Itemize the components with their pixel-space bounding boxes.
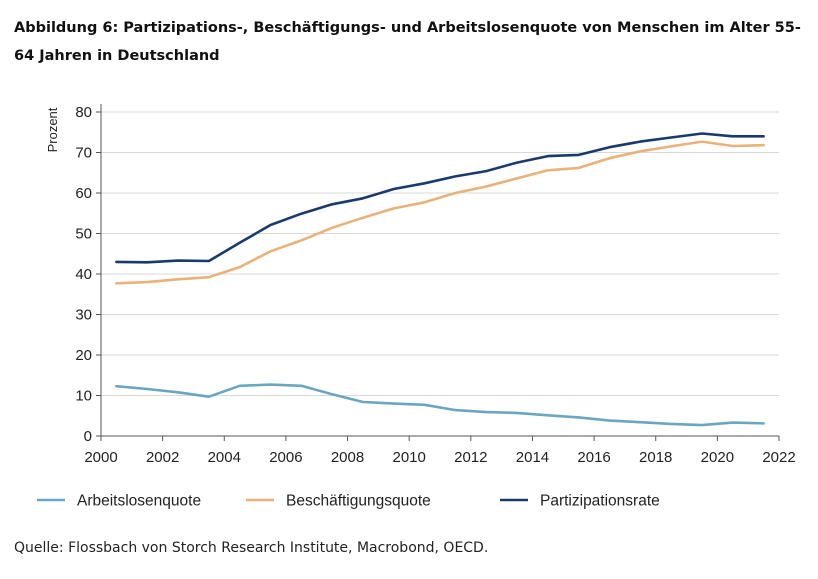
axes <box>96 104 780 441</box>
legend: Arbeitslosenquote Beschäftigungsquote Part… <box>37 493 660 510</box>
x-tick-label: 2000 <box>84 449 117 466</box>
x-tick-label: 2006 <box>269 449 302 466</box>
x-tick-label: 2014 <box>516 449 549 466</box>
chart-title: Abbildung 6: Partizipations-, Beschäftig… <box>14 20 801 64</box>
series-line-0 <box>115 383 765 427</box>
x-tick-label: 2002 <box>146 449 179 466</box>
x-tick-labels: 2000 2002 2004 2006 2008 2010 2012 2014 2016 2018… <box>84 449 795 466</box>
gridlines <box>101 111 779 396</box>
x-tick-label: 2010 <box>392 449 425 466</box>
y-tick-label: 40 <box>75 266 92 283</box>
y-tick-label: 30 <box>75 307 92 324</box>
series-line-1 <box>115 140 765 285</box>
legend-label: Beschäftigungsquote <box>286 493 431 510</box>
y-tick-labels: 0 10 20 30 40 50 60 70 80 <box>75 104 92 445</box>
source-note: Quelle: Flossbach von Storch Research In… <box>14 540 489 556</box>
y-tick-label: 60 <box>75 185 92 202</box>
y-tick-label: 70 <box>75 145 92 162</box>
legend-label: Partizipationsrate <box>540 493 660 510</box>
y-axis-label: Prozent <box>45 107 60 152</box>
y-tick-label: 0 <box>84 428 92 445</box>
y-tick-label: 10 <box>75 388 92 405</box>
x-tick-label: 2008 <box>331 449 364 466</box>
x-tick-label: 2020 <box>701 449 734 466</box>
y-tick-label: 20 <box>75 347 92 364</box>
x-tick-label: 2004 <box>208 449 241 466</box>
series-line-2 <box>115 132 765 264</box>
series-lines <box>115 132 765 427</box>
y-tick-label: 80 <box>75 104 92 121</box>
legend-label: Arbeitslosenquote <box>77 493 201 510</box>
x-tick-label: 2018 <box>639 449 672 466</box>
x-tick-label: 2022 <box>762 449 795 466</box>
x-tick-label: 2016 <box>577 449 610 466</box>
y-tick-label: 50 <box>75 226 92 243</box>
x-tick-label: 2012 <box>454 449 487 466</box>
